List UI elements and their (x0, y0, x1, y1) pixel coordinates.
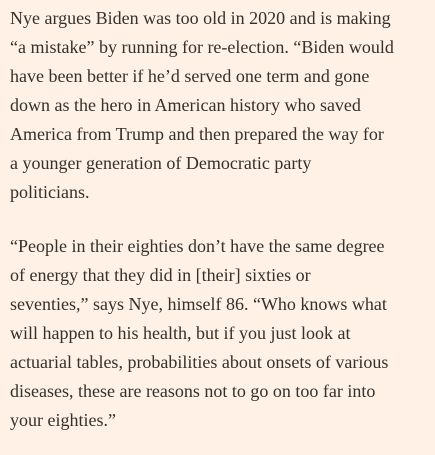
paragraph: “People in their eighties don’t have the… (10, 232, 435, 435)
text-line: “a mistake” by running for re-election. … (10, 37, 394, 57)
text-line: America from Trump and then prepared the… (10, 124, 384, 144)
text-line: “People in their eighties don’t have the… (10, 236, 385, 256)
text-line: Nye argues Biden was too old in 2020 and… (10, 8, 391, 28)
text-line: actuarial tables, probabilities about on… (10, 352, 389, 372)
text-line: of energy that they did in [their] sixti… (10, 265, 311, 285)
paragraph: Nye argues Biden was too old in 2020 and… (10, 4, 435, 207)
text-line: down as the hero in American history who… (10, 95, 361, 115)
text-line: seventies,” says Nye, himself 86. “Who k… (10, 294, 387, 314)
text-line: politicians. (10, 182, 90, 202)
text-line: have been better if he’d served one term… (10, 66, 370, 86)
text-line: diseases, these are reasons not to go on… (10, 381, 376, 401)
text-line: will happen to his health, but if you ju… (10, 323, 351, 343)
text-line: your eighties.” (10, 410, 116, 430)
text-line: a younger generation of Democratic party (10, 153, 312, 173)
